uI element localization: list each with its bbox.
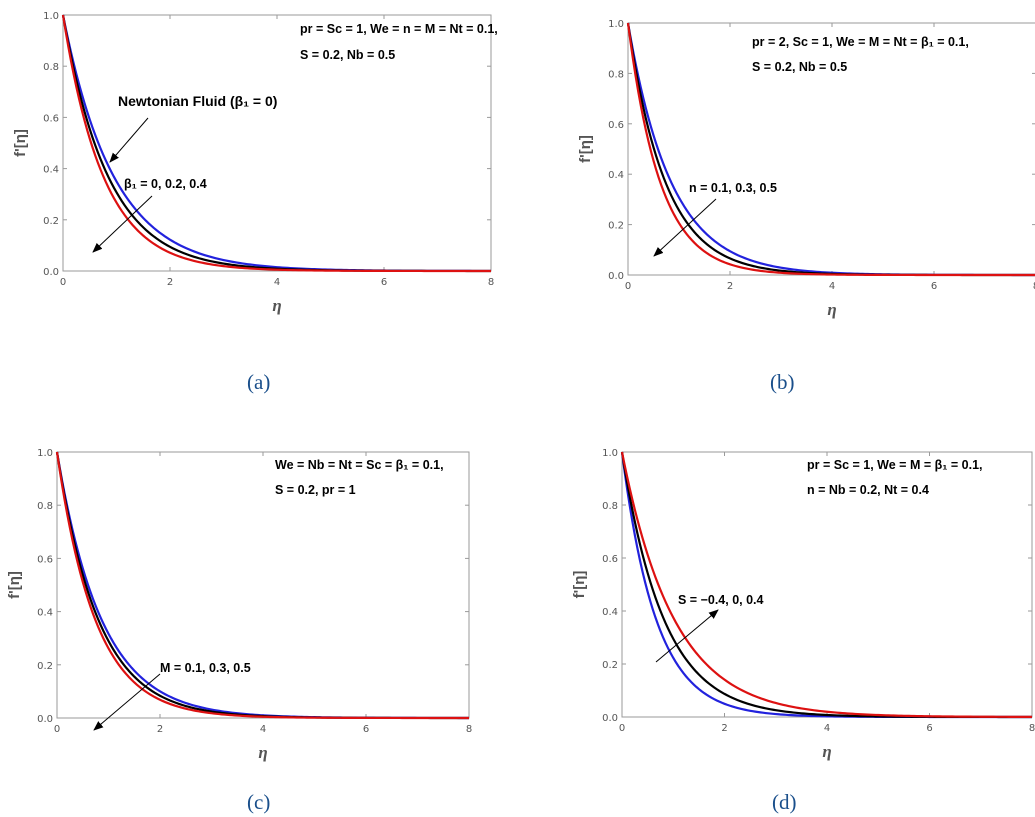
annotation-arrow xyxy=(92,195,153,253)
x-tick-label: 6 xyxy=(381,277,387,288)
x-tick-label: 2 xyxy=(721,723,727,734)
parameter-text: S = 0.2, Nb = 0.5 xyxy=(752,60,847,74)
x-tick-label: 6 xyxy=(931,281,937,292)
parameter-text: n = Nb = 0.2, Nt = 0.4 xyxy=(807,483,929,497)
y-tick-label: 0.4 xyxy=(602,607,618,618)
y-axis-label: f'[η] xyxy=(577,135,594,163)
y-tick-label: 0.2 xyxy=(43,216,59,227)
annotation-text: M = 0.1, 0.3, 0.5 xyxy=(160,661,251,675)
x-tick-label: 0 xyxy=(625,281,631,292)
y-tick-label: 0.0 xyxy=(43,267,59,278)
y-tick-label: 0.0 xyxy=(608,271,624,282)
series-line-2 xyxy=(61,14,491,273)
annotation-arrow xyxy=(109,117,149,163)
x-tick-label: 6 xyxy=(926,723,932,734)
x-tick-label: 4 xyxy=(829,281,835,292)
y-tick-label: 0.0 xyxy=(602,713,618,724)
parameter-text: pr = 2, Sc = 1, We = M = Nt = β₁ = 0.1, xyxy=(752,35,969,49)
series-line-2 xyxy=(620,451,1033,718)
y-axis-label: f'[η] xyxy=(12,129,29,157)
annotation-text: n = 0.1, 0.3, 0.5 xyxy=(689,181,777,195)
y-tick-label: 0.6 xyxy=(37,554,53,565)
x-axis-label: η xyxy=(258,743,267,762)
x-tick-label: 4 xyxy=(274,277,280,288)
caption-a: (a) xyxy=(247,370,271,394)
parameter-text: S = 0.2, pr = 1 xyxy=(275,483,356,497)
x-tick-label: 4 xyxy=(824,723,830,734)
caption-c: (c) xyxy=(247,790,271,814)
y-tick-label: 0.0 xyxy=(37,714,53,725)
y-tick-label: 1.0 xyxy=(608,19,624,30)
annotation-arrow xyxy=(93,673,161,731)
annotation-text: β₁ = 0, 0.2, 0.4 xyxy=(124,177,207,191)
x-tick-label: 8 xyxy=(488,277,494,288)
x-tick-label: 0 xyxy=(619,723,625,734)
x-tick-label: 4 xyxy=(260,724,266,735)
x-axis-label: η xyxy=(827,300,836,319)
y-axis-label: f'[η] xyxy=(571,571,588,599)
x-tick-label: 8 xyxy=(1033,281,1035,292)
y-tick-label: 0.8 xyxy=(37,501,53,512)
caption-b: (b) xyxy=(770,370,795,394)
y-tick-label: 0.2 xyxy=(37,661,53,672)
x-tick-label: 2 xyxy=(167,277,173,288)
y-tick-label: 0.8 xyxy=(43,62,59,73)
x-tick-label: 8 xyxy=(466,724,472,735)
y-tick-label: 0.2 xyxy=(608,221,624,232)
y-tick-label: 1.0 xyxy=(43,11,59,22)
y-tick-label: 0.4 xyxy=(37,608,53,619)
x-tick-label: 2 xyxy=(727,281,733,292)
series-line-2 xyxy=(55,451,469,720)
y-tick-label: 1.0 xyxy=(37,448,53,459)
parameter-text: pr = Sc = 1, We = M = β₁ = 0.1, xyxy=(807,458,983,472)
x-tick-label: 0 xyxy=(60,277,66,288)
y-tick-label: 0.6 xyxy=(43,113,59,124)
y-tick-label: 0.8 xyxy=(602,501,618,512)
annotation-text: Newtonian Fluid (β₁ = 0) xyxy=(118,93,277,109)
caption-d: (d) xyxy=(772,790,797,814)
parameter-text: We = Nb = Nt = Sc = β₁ = 0.1, xyxy=(275,458,444,472)
annotation-arrow xyxy=(653,198,717,257)
y-tick-label: 0.2 xyxy=(602,660,618,671)
parameter-text: S = 0.2, Nb = 0.5 xyxy=(300,48,395,62)
y-axis-label: f'[η] xyxy=(6,571,23,599)
y-tick-label: 0.6 xyxy=(602,554,618,565)
x-tick-label: 2 xyxy=(157,724,163,735)
y-tick-label: 0.4 xyxy=(608,170,624,181)
annotation-arrow xyxy=(655,609,719,663)
y-tick-label: 1.0 xyxy=(602,448,618,459)
y-tick-label: 0.6 xyxy=(608,120,624,131)
x-tick-label: 0 xyxy=(54,724,60,735)
y-tick-label: 0.4 xyxy=(43,165,59,176)
x-tick-label: 6 xyxy=(363,724,369,735)
annotation-text: S = −0.4, 0, 0.4 xyxy=(678,593,764,607)
series-line-2 xyxy=(626,22,1035,277)
y-tick-label: 0.8 xyxy=(608,69,624,80)
x-axis-label: η xyxy=(822,742,831,761)
parameter-text: pr = Sc = 1, We = n = M = Nt = 0.1, xyxy=(300,22,498,36)
x-axis-label: η xyxy=(272,296,281,315)
x-tick-label: 8 xyxy=(1029,723,1035,734)
